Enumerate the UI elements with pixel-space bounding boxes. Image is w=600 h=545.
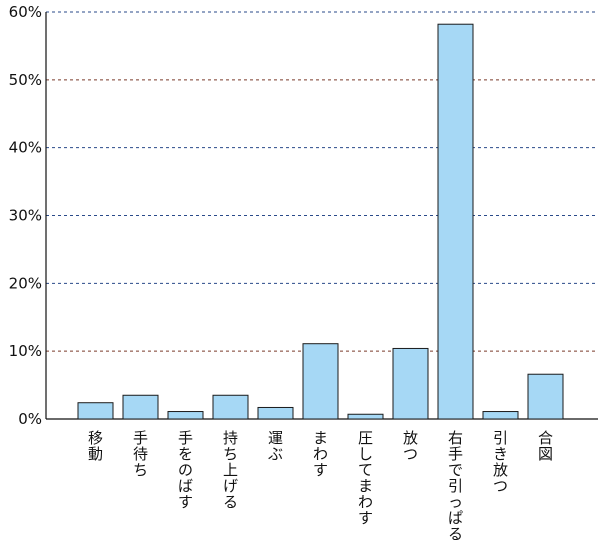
- bar: [482, 411, 519, 420]
- x-tick-label: まわす: [313, 429, 328, 479]
- bar: [77, 402, 114, 420]
- bar: [437, 23, 474, 420]
- x-tick-label: 持ち上げる: [223, 429, 238, 511]
- bar: [527, 373, 564, 420]
- x-tick-label: 圧してまわす: [358, 429, 373, 527]
- y-tick-label: 60%: [9, 3, 42, 21]
- bar: [302, 343, 339, 420]
- bar: [167, 411, 204, 420]
- x-tick-label: 手待ち: [133, 429, 148, 479]
- y-tick-label: 10%: [9, 342, 42, 360]
- bar: [122, 394, 159, 420]
- x-tick-label: 合図: [538, 429, 553, 463]
- x-tick-label: 運ぶ: [268, 429, 283, 463]
- y-tick-label: 40%: [9, 139, 42, 157]
- y-tick-label: 20%: [9, 274, 42, 292]
- bar: [257, 406, 294, 420]
- y-tick-label: 30%: [9, 207, 42, 225]
- x-tick-label: 右手で引っぱる: [448, 429, 463, 541]
- x-tick-label: 移動: [88, 429, 103, 463]
- y-tick-label: 0%: [18, 410, 42, 428]
- y-tick-label: 50%: [9, 71, 42, 89]
- bar: [212, 394, 249, 420]
- bar: [347, 413, 384, 420]
- x-tick-label: 手をのばす: [178, 429, 193, 511]
- bar: [392, 347, 429, 420]
- x-tick-label: 放つ: [403, 429, 418, 463]
- x-tick-label: 引き放つ: [493, 429, 508, 495]
